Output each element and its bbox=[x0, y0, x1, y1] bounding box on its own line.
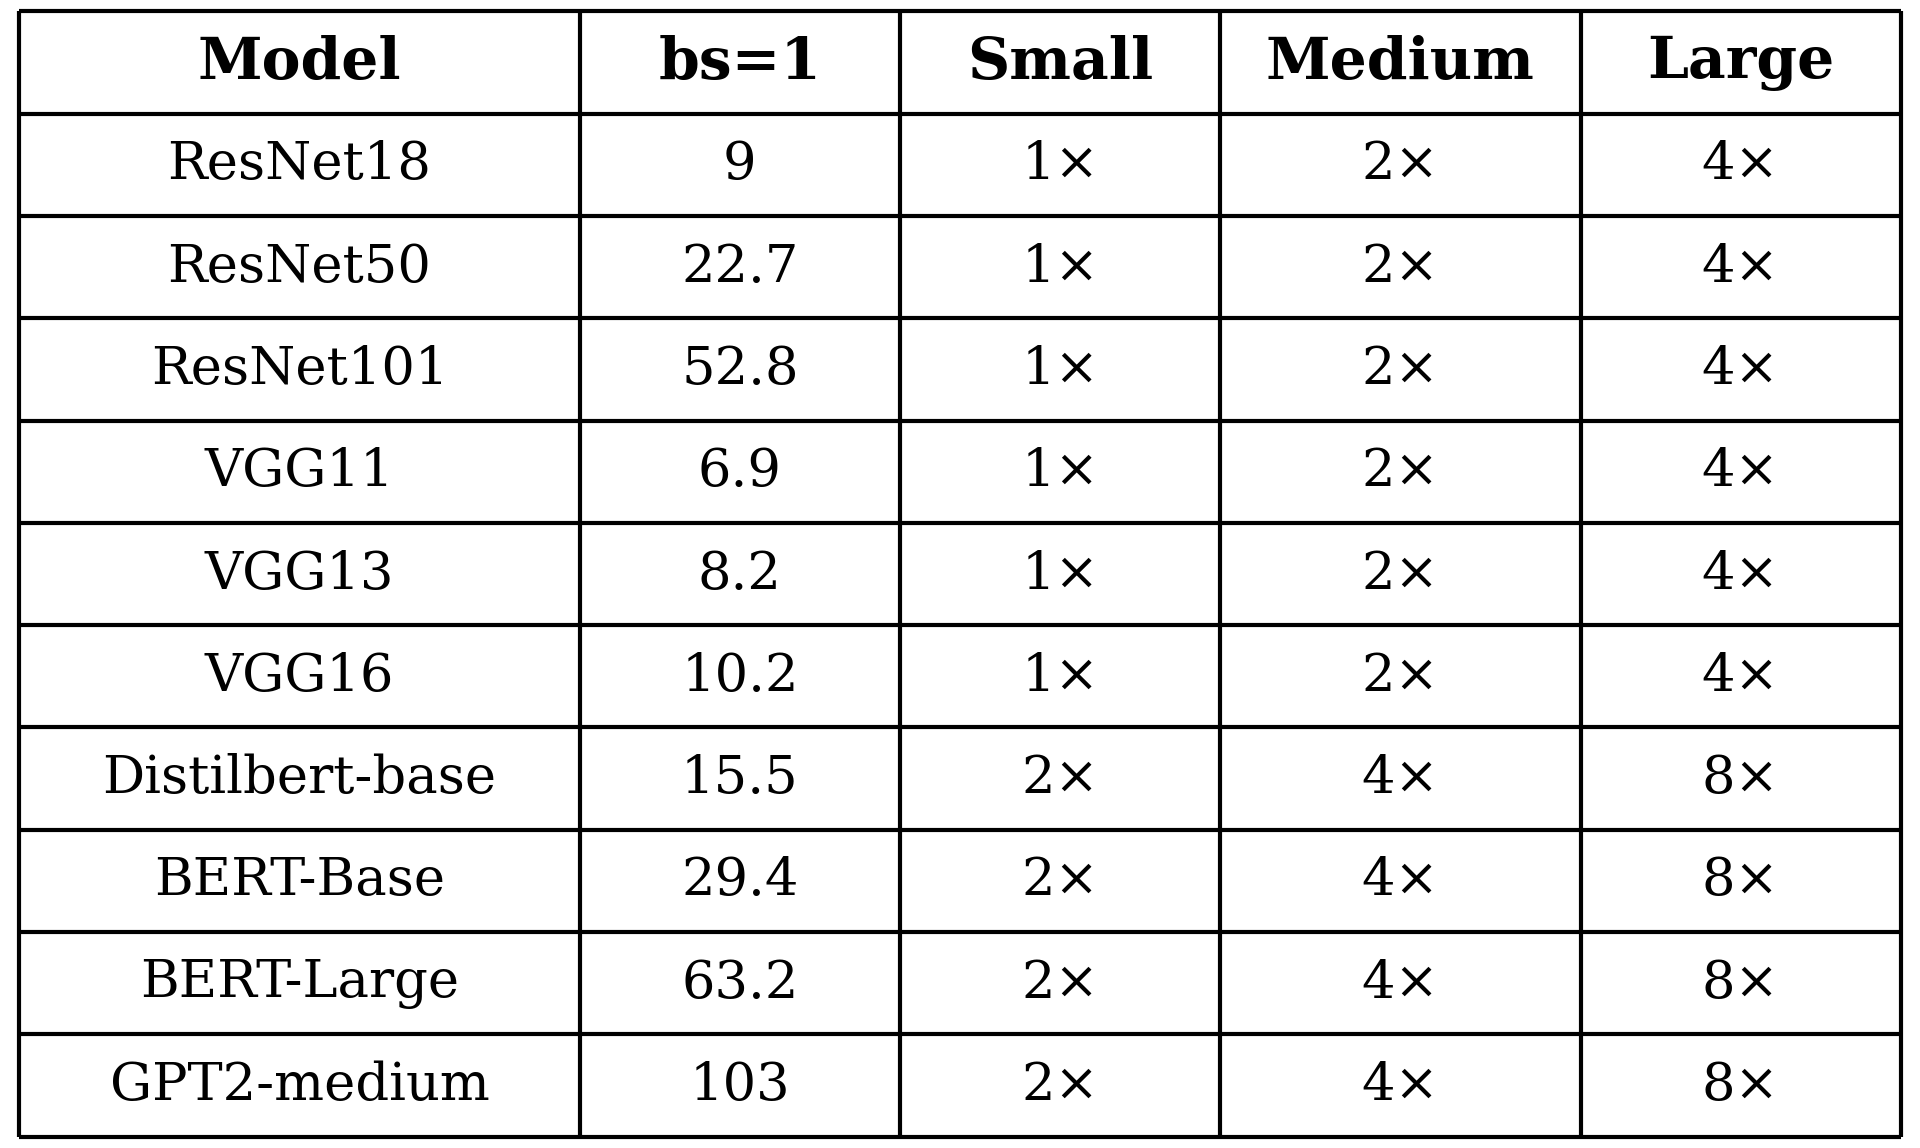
Text: GPT2-medium: GPT2-medium bbox=[109, 1060, 490, 1111]
Text: 8×: 8× bbox=[1701, 1060, 1780, 1111]
Text: VGG11: VGG11 bbox=[205, 447, 394, 497]
Text: 29.4: 29.4 bbox=[682, 855, 799, 906]
Text: 6.9: 6.9 bbox=[697, 447, 781, 497]
Text: 2×: 2× bbox=[1361, 549, 1440, 599]
Text: 1×: 1× bbox=[1021, 549, 1098, 599]
Text: 2×: 2× bbox=[1021, 1060, 1098, 1111]
Text: 103: 103 bbox=[689, 1060, 791, 1111]
Text: 8×: 8× bbox=[1701, 753, 1780, 804]
Text: 4×: 4× bbox=[1701, 651, 1780, 701]
Text: 15.5: 15.5 bbox=[682, 753, 799, 804]
Text: 4×: 4× bbox=[1701, 344, 1780, 395]
Text: ResNet18: ResNet18 bbox=[167, 139, 432, 191]
Text: 1×: 1× bbox=[1021, 447, 1098, 497]
Text: 4×: 4× bbox=[1701, 549, 1780, 599]
Text: 2×: 2× bbox=[1361, 651, 1440, 701]
Text: 8.2: 8.2 bbox=[697, 549, 781, 599]
Text: Model: Model bbox=[198, 34, 401, 91]
Text: 2×: 2× bbox=[1021, 855, 1098, 906]
Text: 1×: 1× bbox=[1021, 242, 1098, 293]
Text: Large: Large bbox=[1647, 34, 1834, 91]
Text: 4×: 4× bbox=[1361, 855, 1440, 906]
Text: 52.8: 52.8 bbox=[682, 344, 799, 395]
Text: 2×: 2× bbox=[1361, 447, 1440, 497]
Text: 2×: 2× bbox=[1361, 242, 1440, 293]
Text: BERT-Base: BERT-Base bbox=[154, 855, 445, 906]
Text: Small: Small bbox=[968, 34, 1154, 91]
Text: 1×: 1× bbox=[1021, 344, 1098, 395]
Text: 8×: 8× bbox=[1701, 855, 1780, 906]
Text: bs=1: bs=1 bbox=[659, 34, 822, 91]
Text: 8×: 8× bbox=[1701, 957, 1780, 1009]
Text: 4×: 4× bbox=[1361, 957, 1440, 1009]
Text: 9: 9 bbox=[724, 139, 756, 191]
Text: ResNet101: ResNet101 bbox=[150, 344, 447, 395]
Text: 4×: 4× bbox=[1701, 447, 1780, 497]
Text: 63.2: 63.2 bbox=[682, 957, 799, 1009]
Text: 4×: 4× bbox=[1701, 139, 1780, 191]
Text: Medium: Medium bbox=[1265, 34, 1534, 91]
Text: 10.2: 10.2 bbox=[682, 651, 799, 701]
Text: 1×: 1× bbox=[1021, 651, 1098, 701]
Text: ResNet50: ResNet50 bbox=[167, 242, 432, 293]
Text: VGG13: VGG13 bbox=[205, 549, 394, 599]
Text: VGG16: VGG16 bbox=[205, 651, 394, 701]
Text: 2×: 2× bbox=[1361, 344, 1440, 395]
Text: Distilbert-base: Distilbert-base bbox=[102, 753, 497, 804]
Text: 22.7: 22.7 bbox=[682, 242, 799, 293]
Text: 2×: 2× bbox=[1361, 139, 1440, 191]
Text: 1×: 1× bbox=[1021, 139, 1098, 191]
Text: 2×: 2× bbox=[1021, 753, 1098, 804]
Text: 2×: 2× bbox=[1021, 957, 1098, 1009]
Text: 4×: 4× bbox=[1361, 1060, 1440, 1111]
Text: 4×: 4× bbox=[1701, 242, 1780, 293]
Text: BERT-Large: BERT-Large bbox=[140, 957, 459, 1009]
Text: 4×: 4× bbox=[1361, 753, 1440, 804]
